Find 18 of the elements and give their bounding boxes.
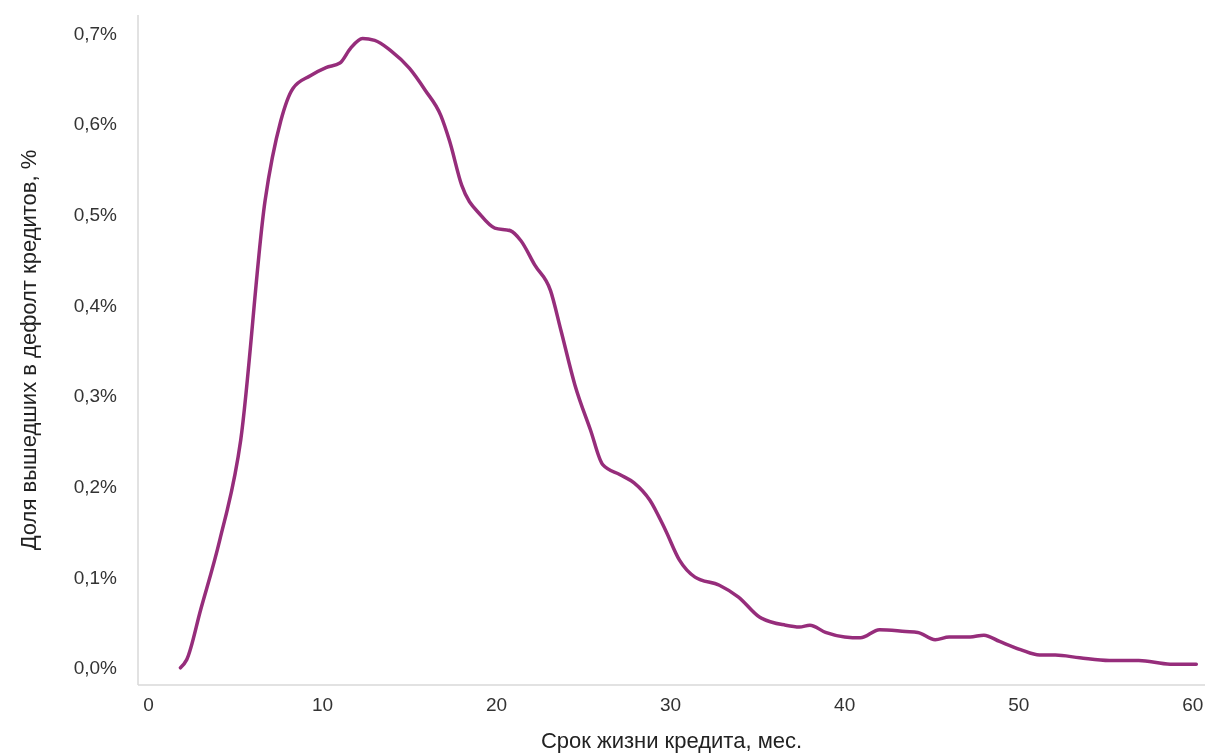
x-tick-label: 40 <box>834 694 856 715</box>
y-tick-label: 0,6% <box>73 113 118 135</box>
x-tick-label: 0 <box>143 694 154 715</box>
y-tick-label: 0,3% <box>73 385 118 407</box>
y-tick-label: 0,4% <box>73 294 118 316</box>
x-tick-label: 60 <box>1182 694 1204 715</box>
x-tick-label: 50 <box>1008 694 1030 715</box>
line-series <box>178 36 1199 670</box>
y-tick-label: 0,1% <box>73 566 118 588</box>
x-tick-label: 10 <box>311 694 334 715</box>
y-tick-label: 0,5% <box>73 204 118 226</box>
y-tick-label: 0,2% <box>73 476 118 498</box>
x-tick-label: 20 <box>486 694 508 715</box>
x-tick-label: 30 <box>660 694 682 715</box>
y-tick-label: 0,0% <box>73 657 118 679</box>
x-axis-title: Срок жизни кредита, мес. <box>540 728 803 753</box>
y-tick-label: 0,7% <box>73 22 118 44</box>
y-axis-title: Доля вышедших в дефолт кредитов, % <box>16 149 41 551</box>
